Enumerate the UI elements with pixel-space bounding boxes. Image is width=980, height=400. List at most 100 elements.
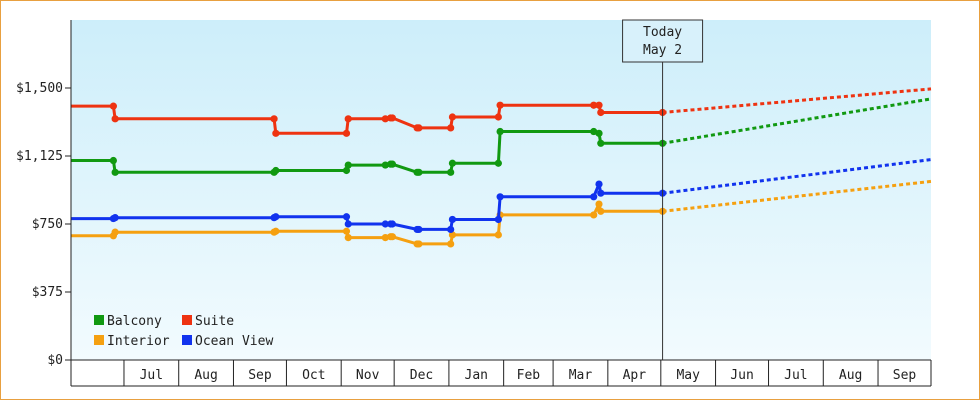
data-point — [381, 234, 389, 242]
data-point — [597, 207, 605, 215]
data-point — [448, 113, 457, 121]
today-label-line2: May 2 — [643, 43, 682, 58]
data-point — [111, 115, 119, 123]
x-tick-label: Apr — [623, 368, 647, 383]
x-tick-label: Aug — [194, 368, 217, 383]
series-balcony — [71, 97, 932, 176]
data-point — [342, 227, 351, 235]
data-point — [109, 102, 117, 110]
forecast-line — [662, 97, 932, 145]
data-point — [448, 231, 457, 239]
forecast-line — [662, 87, 932, 114]
data-point — [270, 115, 278, 123]
y-tick-label: $1,500 — [16, 81, 63, 96]
data-point — [344, 234, 352, 242]
legend-swatch — [94, 335, 104, 345]
data-point — [590, 211, 598, 219]
data-point — [595, 200, 603, 208]
data-point — [595, 129, 603, 137]
x-tick-label: Jun — [730, 368, 753, 383]
data-point — [447, 168, 455, 176]
data-point — [597, 189, 605, 197]
data-point — [381, 220, 389, 228]
data-point — [272, 129, 280, 137]
data-point — [272, 213, 280, 221]
data-point — [388, 160, 396, 168]
x-tick-label: Sep — [893, 368, 917, 383]
data-point — [388, 233, 396, 241]
x-axis: Jul Aug Sep Oct Nov Dec Jan Feb Mar Apr May Jun Jul A… — [71, 359, 932, 387]
series-group — [71, 87, 932, 248]
data-point — [496, 101, 504, 109]
x-tick-label: Jul — [784, 368, 807, 383]
legend-label: Balcony — [107, 314, 162, 329]
data-point — [342, 166, 351, 175]
data-point — [597, 108, 605, 117]
legend: Balcony Suite Interior Ocean View — [94, 314, 273, 349]
x-tick-label: May — [676, 368, 700, 383]
y-tick-label: $1,125 — [16, 149, 63, 164]
data-point — [342, 213, 351, 221]
data-point — [344, 161, 352, 169]
data-point — [111, 228, 119, 236]
data-point — [595, 101, 603, 109]
data-point — [388, 220, 396, 228]
data-point — [109, 156, 117, 165]
y-axis: $0 $375 $750 $1,125 $1,500 — [16, 81, 71, 368]
y-tick-label: $0 — [47, 353, 63, 368]
legend-swatch — [182, 335, 192, 345]
legend-label: Interior — [107, 334, 170, 349]
data-point — [494, 215, 502, 224]
data-point — [590, 101, 598, 109]
legend-item: Balcony — [94, 314, 162, 329]
data-point — [111, 168, 119, 176]
x-tick-label: Aug — [839, 368, 862, 383]
data-point — [344, 115, 352, 123]
data-point — [597, 139, 605, 147]
data-point — [447, 240, 455, 248]
data-point — [381, 161, 389, 169]
y-tick-label: $750 — [32, 217, 63, 232]
x-tick-label: Nov — [356, 368, 380, 383]
x-tick-label: Jan — [465, 368, 488, 383]
plot-area — [71, 20, 931, 360]
legend-swatch — [182, 315, 192, 325]
legend-label: Suite — [195, 314, 234, 329]
data-point — [447, 225, 455, 234]
data-point — [388, 114, 396, 122]
data-point — [344, 220, 352, 228]
legend-item: Suite — [182, 314, 234, 329]
x-tick-label: Mar — [569, 368, 593, 383]
data-point — [590, 193, 598, 201]
data-point — [415, 124, 423, 132]
data-point — [272, 166, 280, 175]
data-point — [415, 225, 423, 234]
x-tick-label: Jul — [140, 368, 163, 383]
data-point — [342, 129, 351, 137]
data-point — [415, 240, 423, 248]
data-point — [447, 124, 455, 132]
data-point — [496, 127, 504, 136]
data-point — [494, 113, 502, 121]
y-tick-label: $375 — [32, 285, 63, 300]
legend-swatch — [94, 315, 104, 325]
data-point — [272, 227, 280, 235]
today-label-line1: Today — [643, 25, 682, 40]
legend-label: Ocean View — [195, 334, 273, 349]
series-suite — [71, 87, 932, 137]
series-ocean-view — [71, 158, 932, 234]
legend-item: Interior — [94, 334, 170, 349]
data-point — [111, 214, 119, 222]
data-point — [415, 168, 423, 176]
forecast-line — [662, 179, 932, 213]
data-point — [494, 159, 502, 167]
x-tick-label: Sep — [248, 368, 272, 383]
x-tick-label: Dec — [410, 368, 433, 383]
forecast-line — [662, 158, 932, 195]
today-marker: Today May 2 — [622, 19, 704, 360]
data-point — [448, 159, 457, 167]
x-tick-label: Oct — [302, 368, 325, 383]
legend-item: Ocean View — [182, 334, 273, 349]
data-point — [494, 231, 502, 239]
